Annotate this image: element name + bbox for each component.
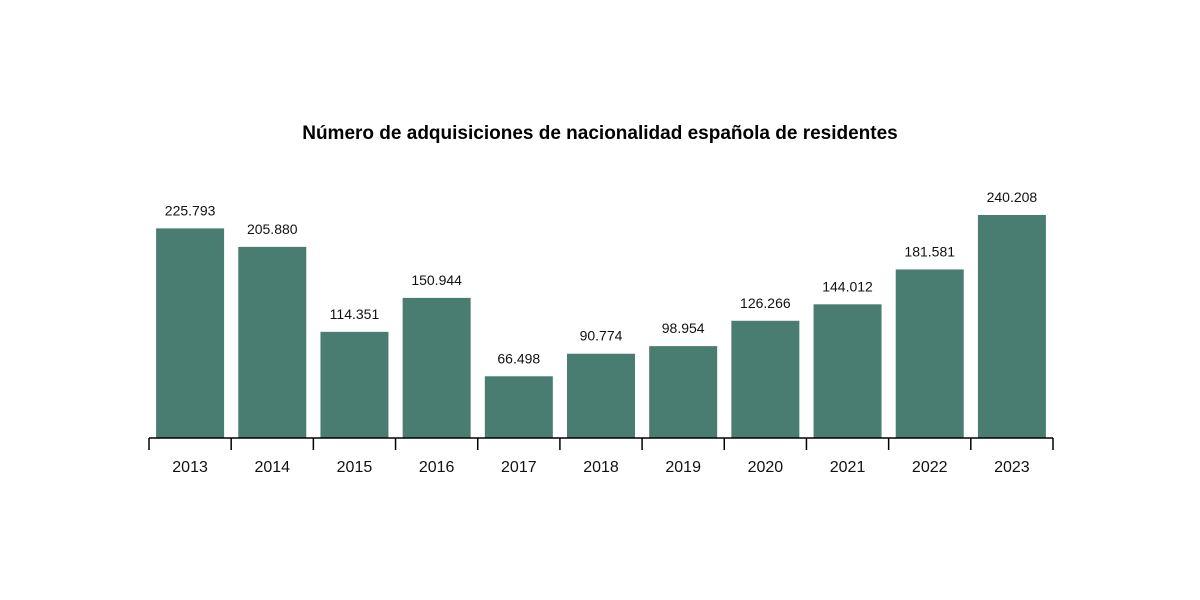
x-tick-label-2013: 2013	[172, 459, 208, 476]
bar-2023	[977, 215, 1046, 438]
x-tick-label-2023: 2023	[994, 459, 1030, 476]
data-label-2022: 181.581	[904, 243, 955, 259]
x-tick-label-2017: 2017	[501, 459, 537, 476]
data-label-2015: 114.351	[330, 306, 380, 322]
x-tick-label-2016: 2016	[419, 459, 455, 476]
x-tick-label-2022: 2022	[912, 459, 948, 476]
data-label-2014: 205.880	[247, 221, 298, 237]
data-label-2017: 66.498	[497, 350, 540, 366]
bar-2017	[484, 376, 553, 438]
bar-2019	[649, 346, 718, 438]
data-label-2020: 126.266	[740, 295, 791, 311]
x-tick-label-2014: 2014	[254, 459, 290, 476]
bar-2021	[813, 304, 882, 438]
data-label-2021: 144.012	[822, 278, 873, 294]
data-label-2019: 98.954	[662, 320, 705, 336]
bar-2018	[567, 353, 635, 438]
chart-title: Número de adquisiciones de nacionalidad …	[302, 123, 898, 144]
data-label-2013: 225.793	[165, 202, 216, 218]
x-tick-label-2015: 2015	[337, 459, 373, 476]
bar-2013	[156, 228, 225, 438]
data-label-2016: 150.944	[411, 272, 462, 288]
x-tick-label-2020: 2020	[748, 459, 784, 476]
data-label-2018: 90.774	[580, 328, 623, 344]
x-tick-label-2018: 2018	[583, 459, 619, 476]
x-tick-label-2019: 2019	[665, 459, 701, 476]
bar-2015	[320, 331, 389, 438]
bar-2016	[402, 297, 471, 438]
bar-2014	[238, 246, 307, 438]
data-label-2023: 240.208	[987, 189, 1038, 205]
bar-2022	[895, 269, 964, 438]
x-tick-label-2021: 2021	[830, 459, 866, 476]
bar-2020	[731, 320, 800, 438]
